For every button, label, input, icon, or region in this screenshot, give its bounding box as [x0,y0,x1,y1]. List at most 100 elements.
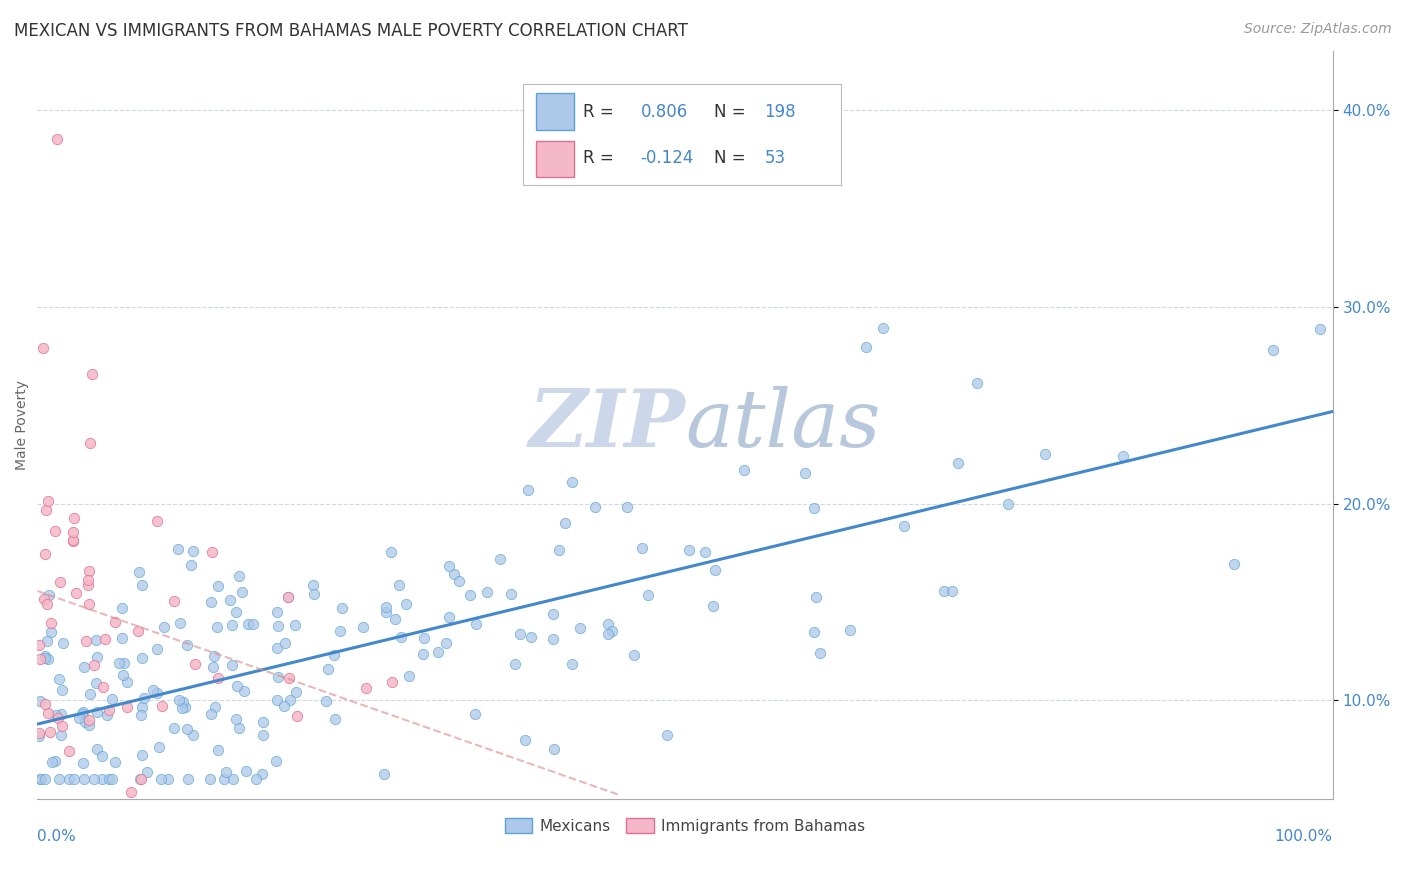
Point [356,681,378,695]
Point [464,706,486,721]
Point [221,772,243,786]
Point [163,721,186,735]
Point [623,648,645,663]
Point [221,618,243,632]
Point [315,694,337,708]
Point [45,132,67,146]
Point [153,620,176,634]
Point [252,714,274,729]
Point [226,679,249,693]
Point [228,721,250,735]
Point [176,723,198,737]
Point [172,701,194,715]
Point [83,772,105,786]
Point [235,764,257,779]
Point [84,676,107,690]
Point [129,772,152,786]
Point [77,578,100,592]
Point [97,772,120,786]
Point [284,617,307,632]
Point [1263,343,1285,357]
Point [273,699,295,714]
Point [207,671,229,685]
Point [412,647,434,661]
Point [374,600,396,615]
Point [242,616,264,631]
Point [32,341,55,355]
Point [148,739,170,754]
Point [449,574,471,589]
Point [30,772,52,786]
Point [72,660,94,674]
Point [323,648,346,663]
Point [51,719,73,733]
Point [250,767,273,781]
Point [221,657,243,672]
Point [207,743,229,757]
Point [30,652,52,666]
Point [352,619,374,633]
Point [104,615,127,630]
Point [131,578,153,592]
Point [215,764,238,779]
Point [212,772,235,786]
Point [129,772,152,786]
Point [267,671,290,685]
Point [62,533,84,547]
Point [79,687,101,701]
Point [793,467,815,481]
Point [1309,322,1331,336]
Point [28,772,51,786]
Point [389,630,412,644]
Point [173,700,195,714]
Point [32,591,55,606]
Point [304,587,326,601]
Point [932,584,955,599]
Point [231,585,253,599]
Text: Source: ZipAtlas.com: Source: ZipAtlas.com [1244,22,1392,37]
Point [200,706,222,721]
Point [380,545,402,559]
Point [35,597,58,611]
Point [44,754,66,768]
Point [285,709,308,723]
Point [200,595,222,609]
Point [872,320,894,334]
Point [128,565,150,579]
Point [160,801,183,815]
Point [129,707,152,722]
Point [202,649,225,664]
Point [65,586,87,600]
Point [204,700,226,714]
Point [142,683,165,698]
Point [62,534,84,549]
Point [616,500,638,514]
Point [278,671,301,685]
Point [284,685,307,699]
Point [855,340,877,354]
Point [131,747,153,762]
Text: ZIP: ZIP [529,386,685,464]
Y-axis label: Male Poverty: Male Poverty [15,380,30,470]
Point [301,577,323,591]
Point [131,651,153,665]
Point [48,772,70,786]
Point [58,772,80,786]
Point [543,741,565,756]
Point [73,772,96,786]
Point [412,631,434,645]
Point [73,714,96,729]
Point [384,612,406,626]
Point [561,475,583,490]
Point [27,729,49,743]
Point [693,544,716,558]
Point [39,615,62,630]
Point [560,657,582,671]
Point [997,497,1019,511]
Point [100,691,122,706]
Point [252,728,274,742]
Point [509,627,531,641]
Point [316,662,339,676]
Point [330,601,353,615]
Point [37,652,59,666]
